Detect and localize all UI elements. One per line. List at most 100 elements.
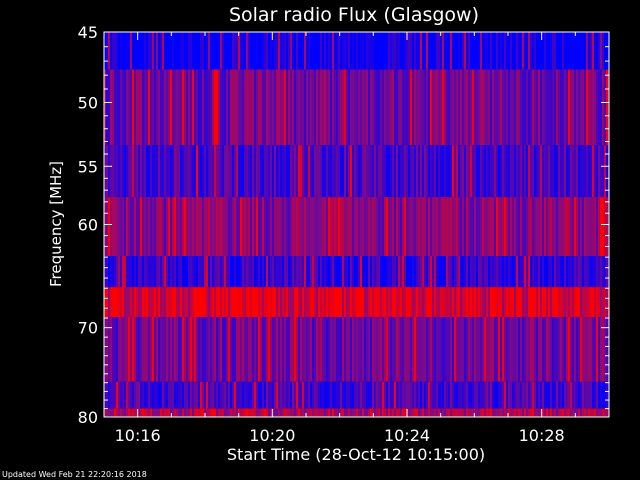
spectrogram-column — [414, 287, 416, 318]
spectrogram-column — [216, 197, 218, 257]
spectrogram-column — [200, 197, 202, 257]
spectrogram-column — [158, 408, 160, 417]
spectrogram-column — [470, 32, 472, 70]
spectrogram-column — [364, 32, 366, 70]
spectrogram-column — [194, 256, 196, 288]
spectrogram-column — [474, 197, 476, 257]
spectrogram-column — [390, 69, 392, 146]
spectrogram-column — [268, 69, 270, 146]
spectrogram-column — [374, 197, 376, 257]
spectrogram-column — [292, 197, 294, 257]
spectrogram-column — [600, 145, 602, 198]
spectrogram-column — [354, 197, 356, 257]
spectrogram-column — [218, 287, 220, 318]
spectrogram-column — [536, 287, 538, 318]
spectrogram-column — [544, 145, 546, 198]
spectrogram-column — [372, 145, 374, 198]
spectrogram-column — [484, 408, 486, 417]
spectrogram-column — [454, 317, 456, 382]
spectrogram-column — [366, 408, 368, 417]
spectrogram-column — [178, 145, 180, 198]
spectrogram-column — [172, 381, 174, 409]
spectrogram-column — [162, 69, 164, 146]
spectrogram-column — [310, 287, 312, 318]
spectrogram-column — [390, 197, 392, 257]
spectrogram-column — [476, 381, 478, 409]
spectrogram-column — [514, 408, 516, 417]
spectrogram-column — [124, 197, 126, 257]
spectrogram-column — [142, 317, 144, 382]
spectrogram-column — [392, 317, 394, 382]
spectrogram-column — [362, 287, 364, 318]
spectrogram-column — [500, 408, 502, 417]
spectrogram-column — [338, 317, 340, 382]
spectrogram-column — [476, 69, 478, 146]
spectrogram-column — [156, 287, 158, 318]
spectrogram-column — [326, 408, 328, 417]
spectrogram-column — [430, 287, 432, 318]
spectrogram-column — [488, 256, 490, 288]
spectrogram-column — [158, 317, 160, 382]
spectrogram-column — [122, 256, 124, 288]
spectrogram-column — [516, 287, 518, 318]
spectrogram-column — [116, 69, 118, 146]
spectrogram-column — [494, 197, 496, 257]
spectrogram-column — [394, 197, 396, 257]
spectrogram-column — [428, 381, 430, 409]
spectrogram-column — [508, 256, 510, 288]
spectrogram-column — [478, 381, 480, 409]
spectrogram-column — [514, 32, 516, 70]
spectrogram-column — [486, 69, 488, 146]
spectrogram-column — [588, 197, 590, 257]
spectrogram-column — [142, 287, 144, 318]
spectrogram-column — [294, 317, 296, 382]
spectrogram-column — [198, 381, 200, 409]
spectrogram-column — [286, 287, 288, 318]
spectrogram-column — [474, 32, 476, 70]
spectrogram-column — [226, 32, 228, 70]
spectrogram-column — [480, 256, 482, 288]
spectrogram-column — [566, 197, 568, 257]
spectrogram-column — [234, 256, 236, 288]
spectrogram-column — [216, 408, 218, 417]
spectrogram-column — [284, 287, 286, 318]
spectrogram-column — [408, 287, 410, 318]
spectrogram-column — [398, 287, 400, 318]
spectrogram-column — [246, 287, 248, 318]
spectrogram-column — [392, 256, 394, 288]
spectrogram-column — [510, 287, 512, 318]
spectrogram-column — [322, 32, 324, 70]
spectrogram-column — [496, 287, 498, 318]
spectrogram-column — [572, 256, 574, 288]
spectrogram-column — [586, 408, 588, 417]
spectrogram-column — [482, 256, 484, 288]
spectrogram-column — [452, 287, 454, 318]
spectrogram-column — [312, 287, 314, 318]
spectrogram-column — [150, 32, 152, 70]
spectrogram-column — [468, 32, 470, 70]
spectrogram-column — [518, 317, 520, 382]
spectrogram-column — [394, 69, 396, 146]
spectrogram-column — [106, 69, 108, 146]
spectrogram-column — [140, 32, 142, 70]
spectrogram-column — [378, 408, 380, 417]
spectrogram-column — [294, 287, 296, 318]
spectrogram-column — [126, 69, 128, 146]
spectrogram-column — [346, 317, 348, 382]
spectrogram-column — [568, 197, 570, 257]
spectrogram-column — [330, 287, 332, 318]
spectrogram-column — [238, 145, 240, 198]
spectrogram-column — [436, 32, 438, 70]
spectrogram-column — [508, 32, 510, 70]
spectrogram-column — [380, 145, 382, 198]
spectrogram-column — [606, 317, 608, 382]
spectrogram-column — [150, 287, 152, 318]
spectrogram-column — [536, 381, 538, 409]
spectrogram-column — [436, 381, 438, 409]
spectrogram-column — [180, 145, 182, 198]
spectrogram-column — [536, 256, 538, 288]
spectrogram-column — [332, 32, 334, 70]
spectrogram-column — [582, 32, 584, 70]
spectrogram-column — [254, 408, 256, 417]
spectrogram-column — [324, 69, 326, 146]
